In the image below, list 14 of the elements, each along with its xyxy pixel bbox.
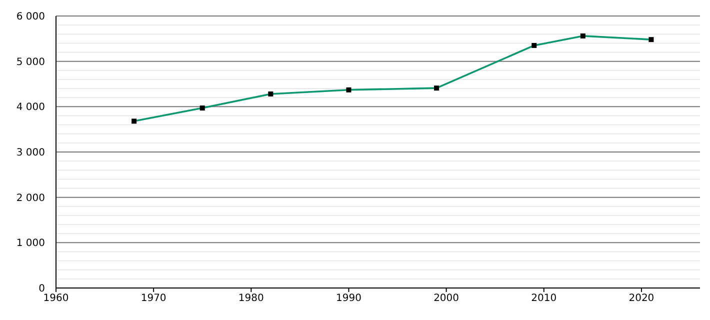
y-tick-label: 4 000 — [16, 102, 45, 114]
x-tick-label: 2010 — [531, 293, 557, 304]
x-tick-label: 1970 — [140, 293, 166, 304]
x-tick-label: 1990 — [336, 293, 362, 304]
x-tick-label: 1960 — [43, 293, 69, 304]
y-tick-label: 1 000 — [16, 238, 45, 250]
y-tick-label: 3 000 — [16, 148, 45, 158]
y-tick-label: 6 000 — [16, 12, 45, 22]
y-tick-label: 0 — [38, 284, 45, 294]
y-tick-label: 5 000 — [16, 56, 45, 68]
x-tick-label: 1980 — [238, 293, 264, 304]
x-tick-label: 2000 — [434, 293, 460, 304]
x-tick-label: 2020 — [628, 293, 654, 304]
y-tick-label: 2 000 — [16, 192, 45, 204]
